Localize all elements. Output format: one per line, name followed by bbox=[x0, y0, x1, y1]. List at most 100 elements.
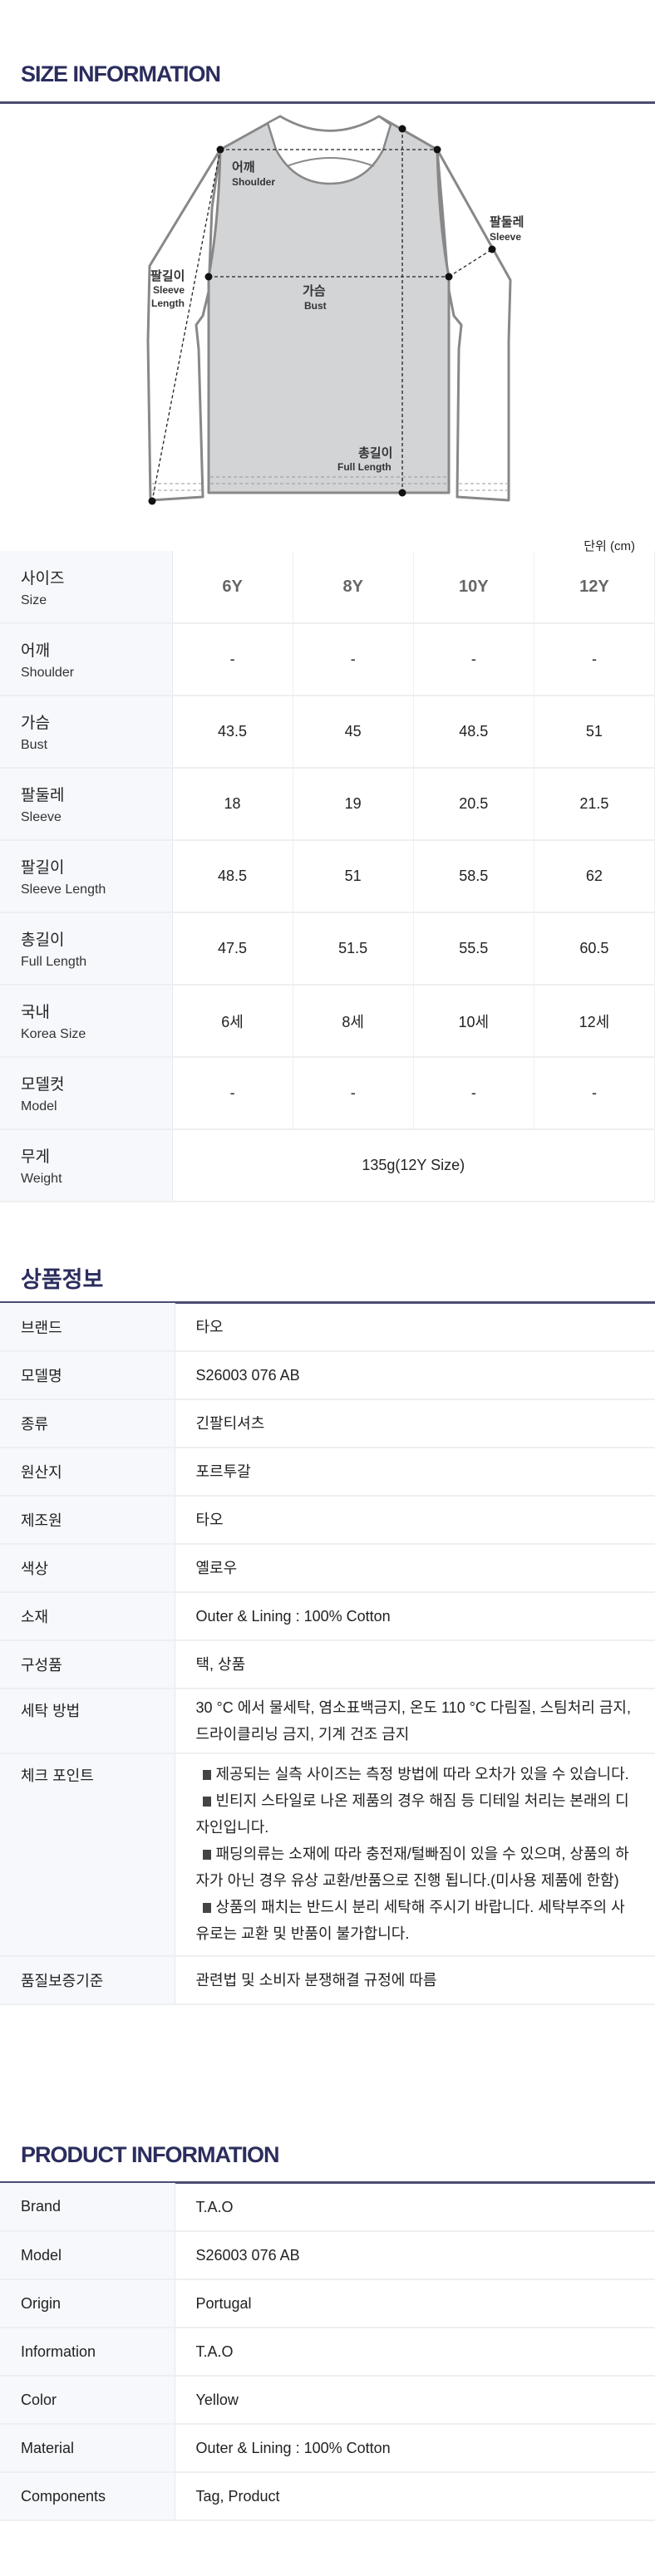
row-label-en: Model bbox=[21, 1099, 57, 1113]
bust-right-point bbox=[445, 273, 453, 281]
info-row: Information T.A.O bbox=[0, 2328, 655, 2377]
size-value: - bbox=[534, 1057, 655, 1130]
divider bbox=[0, 2181, 655, 2184]
divider bbox=[0, 101, 655, 104]
info-label: 소재 bbox=[0, 1592, 175, 1641]
info-row: Material Outer & Lining : 100% Cotton bbox=[0, 2424, 655, 2473]
row-label: 어깨 Shoulder bbox=[0, 623, 173, 696]
row-label-en: Weight bbox=[21, 1172, 62, 1186]
label-full-length-ko: 총길이 bbox=[358, 446, 392, 460]
size-row: 총길이 Full Length 47.5 51.5 55.5 60.5 bbox=[0, 912, 655, 986]
size-value: 47.5 bbox=[172, 912, 293, 986]
info-label: Color bbox=[0, 2376, 175, 2425]
size-row: 팔둘레 Sleeve 18 19 20.5 21.5 bbox=[0, 768, 655, 841]
row-label-ko: 무게 bbox=[21, 1148, 50, 1166]
size-information-title: SIZE INFORMATION bbox=[21, 61, 221, 86]
shoulder-left-point bbox=[216, 145, 224, 154]
info-row: 구성품 택, 상품 bbox=[0, 1640, 655, 1689]
checkpoint-item: 빈티지 스타일로 나온 제품의 경우 해짐 등 디테일 처리는 본래의 디자인입… bbox=[196, 1787, 639, 1841]
row-label-ko: 모델컷 bbox=[21, 1076, 65, 1094]
row-label-en: Size bbox=[21, 592, 47, 607]
shirt-measurement-diagram: 어깨 Shoulder 팔둘레 Sleeve 팔길이 Sleeve Length… bbox=[146, 115, 524, 505]
info-value: T.A.O bbox=[175, 2328, 655, 2377]
size-value: - bbox=[293, 623, 414, 696]
size-8y: 8Y bbox=[293, 551, 414, 624]
info-value: 긴팔티셔츠 bbox=[175, 1399, 655, 1448]
checkpoint-text: 제공되는 실측 사이즈는 측정 방법에 따라 오차가 있을 수 있습니다. bbox=[215, 1766, 629, 1782]
info-label: Brand bbox=[0, 2183, 175, 2232]
checkpoint-text: 패딩의류는 소재에 따라 충전재/털빠짐이 있을 수 있으며, 상품의 하자가 … bbox=[195, 1846, 629, 1889]
info-row: 원산지 포르투갈 bbox=[0, 1448, 655, 1497]
size-row: 어깨 Shoulder - - - - bbox=[0, 623, 655, 696]
checkpoint-text: 상품의 패치는 반드시 분리 세탁해 주시기 바랍니다. 세탁부주의 사유로는 … bbox=[195, 1899, 625, 1942]
size-value: 8세 bbox=[293, 985, 414, 1058]
label-bust-ko: 가슴 bbox=[303, 284, 326, 298]
size-value: 55.5 bbox=[413, 912, 534, 986]
bullet-square-icon bbox=[202, 1797, 211, 1807]
size-value: 19 bbox=[293, 768, 414, 841]
weight-row: 무게 Weight 135g(12Y Size) bbox=[0, 1129, 655, 1202]
label-sleeve-length-en1: Sleeve bbox=[153, 284, 185, 296]
row-label-en: Bust bbox=[21, 738, 48, 752]
row-label-ko: 국내 bbox=[21, 1004, 50, 1021]
row-label-en: Full Length bbox=[21, 955, 87, 969]
info-label: 세탁 방법 bbox=[0, 1689, 175, 1754]
info-label: 제조원 bbox=[0, 1496, 175, 1545]
info-label: 품질보증기준 bbox=[0, 1956, 175, 2005]
info-value: Outer & Lining : 100% Cotton bbox=[175, 1592, 655, 1641]
label-sleeve-length-ko: 팔길이 bbox=[150, 268, 185, 283]
size-row: 가슴 Bust 43.5 45 48.5 51 bbox=[0, 696, 655, 769]
weight-value: 135g(12Y Size) bbox=[172, 1129, 655, 1202]
size-value: 51 bbox=[534, 696, 655, 769]
row-label-ko: 팔둘레 bbox=[21, 787, 65, 804]
checkpoint-row: 체크 포인트 제공되는 실측 사이즈는 측정 방법에 따라 오차가 있을 수 있습… bbox=[0, 1753, 655, 1957]
info-label: 모델명 bbox=[0, 1351, 175, 1400]
info-value: Outer & Lining : 100% Cotton bbox=[175, 2424, 655, 2473]
info-label: 색상 bbox=[0, 1544, 175, 1593]
info-row: 색상 옐로우 bbox=[0, 1544, 655, 1593]
row-label: 팔길이 Sleeve Length bbox=[0, 840, 173, 913]
label-shoulder-ko: 어깨 bbox=[232, 160, 255, 175]
row-label: 팔둘레 Sleeve bbox=[0, 768, 173, 841]
size-value: 12세 bbox=[534, 985, 655, 1058]
length-top-point bbox=[398, 125, 406, 133]
info-value: S26003 076 AB bbox=[175, 2231, 655, 2280]
info-label: 구성품 bbox=[0, 1640, 175, 1689]
length-bottom-point bbox=[398, 489, 406, 497]
size-value: 10세 bbox=[413, 985, 534, 1058]
size-6y: 6Y bbox=[172, 551, 293, 624]
size-value: 51.5 bbox=[293, 912, 414, 986]
info-label: 원산지 bbox=[0, 1448, 175, 1497]
product-information-title: PRODUCT INFORMATION bbox=[21, 2142, 279, 2167]
label-full-length-en: Full Length bbox=[337, 461, 392, 473]
size-header-row: 사이즈 Size 6Y 8Y 10Y 12Y bbox=[0, 551, 655, 624]
size-value: 58.5 bbox=[413, 840, 534, 913]
label-sleeve-en: Sleeve bbox=[490, 231, 521, 243]
info-value: 관련법 및 소비자 분쟁해결 규정에 따름 bbox=[175, 1956, 655, 2005]
checkpoint-text: 빈티지 스타일로 나온 제품의 경우 해짐 등 디테일 처리는 본래의 디자인입… bbox=[195, 1792, 629, 1836]
label-shoulder-en: Shoulder bbox=[232, 176, 275, 188]
info-label: Material bbox=[0, 2424, 175, 2473]
row-label: 모델컷 Model bbox=[0, 1057, 173, 1130]
size-table: 사이즈 Size 6Y 8Y 10Y 12Y 어깨 Shoulder - - - - 가슴 Bu… bbox=[0, 551, 655, 1202]
info-row: 제조원 타오 bbox=[0, 1496, 655, 1545]
shoulder-right-point bbox=[433, 145, 441, 154]
info-row: 브랜드 타오 bbox=[0, 1303, 655, 1352]
size-value: 21.5 bbox=[534, 768, 655, 841]
info-value: Yellow bbox=[175, 2376, 655, 2425]
collar bbox=[266, 115, 392, 185]
row-label-en: Shoulder bbox=[21, 666, 75, 680]
size-10y: 10Y bbox=[413, 551, 534, 624]
size-value: 48.5 bbox=[413, 696, 534, 769]
size-row: 모델컷 Model - - - - bbox=[0, 1057, 655, 1130]
size-12y: 12Y bbox=[534, 551, 655, 624]
row-label: 국내 Korea Size bbox=[0, 985, 173, 1058]
info-row: 종류 긴팔티셔츠 bbox=[0, 1399, 655, 1448]
checkpoint-item: 제공되는 실측 사이즈는 측정 방법에 따라 오차가 있을 수 있습니다. bbox=[196, 1761, 639, 1787]
info-label: 종류 bbox=[0, 1399, 175, 1448]
size-value: - bbox=[534, 623, 655, 696]
info-value: 30 °C 에서 물세탁, 염소표백금지, 온도 110 °C 다림질, 스팀처… bbox=[175, 1689, 655, 1754]
info-value: 포르투갈 bbox=[175, 1448, 655, 1497]
info-value: 타오 bbox=[175, 1496, 655, 1545]
size-value: 62 bbox=[534, 840, 655, 913]
